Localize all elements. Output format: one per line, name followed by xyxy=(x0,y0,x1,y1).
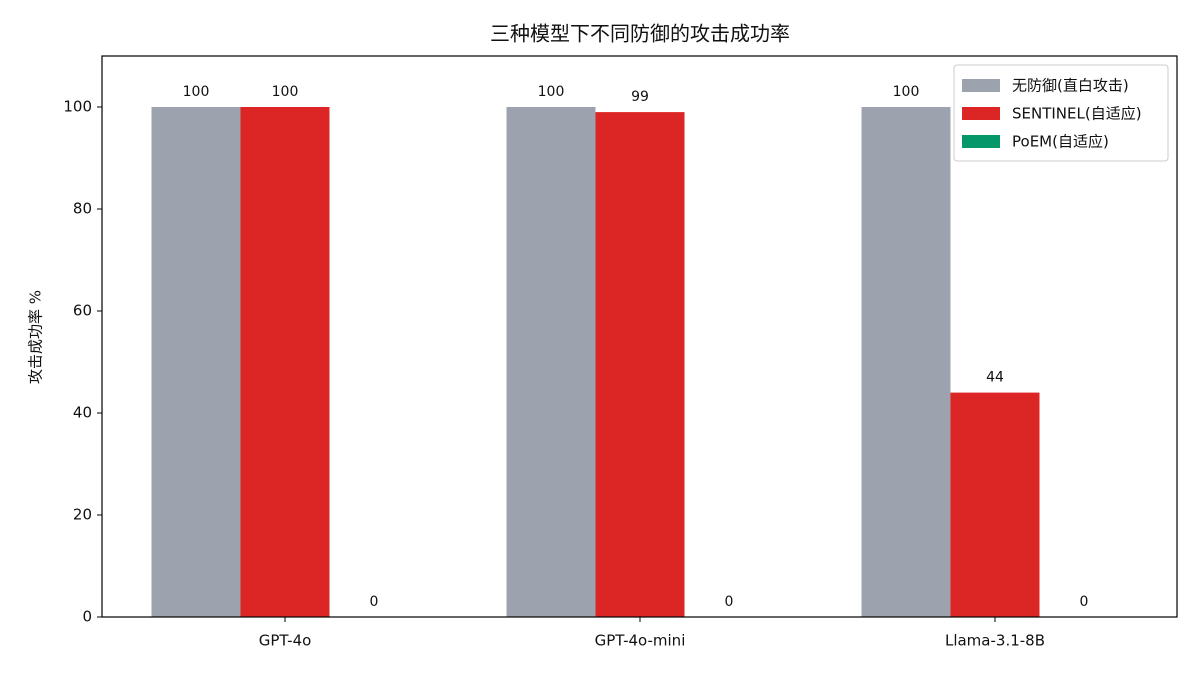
value-label: 100 xyxy=(183,84,210,100)
bar xyxy=(506,107,596,617)
value-label: 99 xyxy=(631,89,649,105)
y-axis-label: 攻击成功率 % xyxy=(27,290,45,384)
chart-title: 三种模型下不同防御的攻击成功率 xyxy=(490,22,790,46)
bar xyxy=(240,107,330,617)
value-label: 44 xyxy=(986,370,1004,386)
legend-text: 无防御(直白攻击) xyxy=(1012,77,1129,95)
bar xyxy=(151,107,241,617)
legend-text: SENTINEL(自适应) xyxy=(1012,105,1142,123)
value-label: 100 xyxy=(538,84,565,100)
value-label: 0 xyxy=(1080,594,1089,610)
y-tick-label: 40 xyxy=(73,404,92,422)
value-label: 100 xyxy=(272,84,299,100)
legend: 无防御(直白攻击) SENTINEL(自适应) PoEM(自适应) xyxy=(953,64,1169,162)
y-tick-label: 0 xyxy=(82,608,92,626)
value-label: 0 xyxy=(370,594,379,610)
bar xyxy=(595,112,685,617)
legend-swatch xyxy=(962,107,1000,120)
x-tick-label: Llama-3.1-8B xyxy=(945,632,1045,650)
x-tick-label: GPT-4o xyxy=(259,632,312,650)
value-label: 0 xyxy=(725,594,734,610)
legend-text: PoEM(自适应) xyxy=(1012,133,1109,151)
legend-frame xyxy=(953,64,1169,162)
y-tick-label: 60 xyxy=(73,302,92,320)
value-label: 100 xyxy=(893,84,920,100)
bar xyxy=(861,107,951,617)
y-tick-label: 80 xyxy=(73,200,92,218)
bar xyxy=(950,392,1040,617)
y-tick-label: 20 xyxy=(73,506,92,524)
legend-swatch xyxy=(962,135,1000,148)
legend-swatch xyxy=(962,79,1000,92)
x-tick-label: GPT-4o-mini xyxy=(595,632,686,650)
plot-frame xyxy=(101,55,1178,618)
y-tick-label: 100 xyxy=(63,98,92,116)
